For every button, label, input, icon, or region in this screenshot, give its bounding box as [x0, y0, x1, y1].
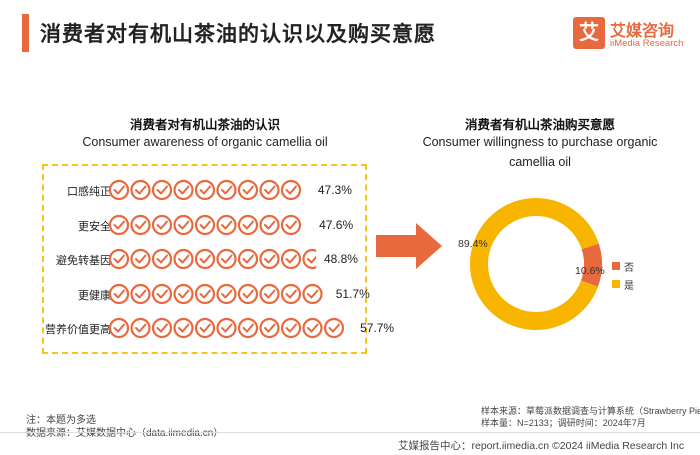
bar-value-label: 47.3%	[317, 183, 352, 197]
bar-category-label: 更安全	[78, 220, 111, 233]
check-circle-icon	[216, 248, 237, 270]
bar-mark	[108, 214, 302, 235]
title-accent-bar	[22, 14, 29, 52]
bar-category-label: 口感纯正	[67, 186, 111, 198]
check-circle-icon	[216, 317, 237, 339]
check-circle-icon	[173, 248, 194, 270]
check-circle-icon	[130, 283, 151, 304]
bar-value-label: 47.6%	[319, 217, 354, 232]
check-circle-icon	[108, 179, 130, 201]
check-circle-icon	[216, 214, 237, 235]
check-circle-icon	[108, 317, 130, 339]
check-circle-icon	[259, 283, 280, 304]
check-circle-icon	[259, 214, 280, 235]
check-circle-icon	[130, 317, 151, 339]
willingness-title-en-1: Consumer willingness to purchase organic	[422, 135, 658, 149]
iimedia-logo: 艾 艾媒咨询 iiMedia Research	[573, 17, 688, 51]
bar-mark	[108, 283, 323, 304]
footer-divider	[0, 432, 700, 433]
data-source: 数据来源：艾媒数据中心（data.iimedia.cn）	[26, 428, 224, 439]
sample-source: 样本来源：草莓派数据调查与计算系统（Strawberry Pie）	[481, 406, 700, 416]
bar-category-label: 避免转基因	[56, 255, 111, 267]
check-circle-icon	[151, 179, 173, 201]
note-multiselect: 注：本题为多选	[26, 415, 96, 426]
check-circle-icon	[151, 214, 173, 235]
donut-slice-yes	[470, 198, 599, 331]
check-circle-icon	[302, 248, 317, 270]
check-circle-icon	[280, 214, 302, 235]
check-circle-icon	[323, 317, 345, 339]
check-circle-icon	[237, 214, 259, 235]
check-circle-icon	[194, 214, 216, 235]
check-circle-icon	[108, 283, 130, 304]
bar-value-label: 51.7%	[335, 286, 370, 301]
check-circle-icon	[194, 317, 216, 339]
bar-mark	[108, 248, 317, 270]
arrow-right-icon	[376, 223, 442, 269]
check-circle-icon	[108, 248, 130, 270]
check-circle-icon	[173, 214, 194, 235]
check-circle-icon	[280, 283, 302, 304]
check-circle-icon	[302, 283, 323, 304]
check-circle-icon	[280, 317, 302, 339]
donut-slice-no	[581, 243, 602, 287]
check-circle-icon	[237, 179, 259, 201]
logo-name-cn: 艾媒咨询	[610, 23, 675, 40]
check-circle-icon	[151, 317, 173, 339]
check-circle-icon	[280, 248, 302, 270]
legend-swatch-no	[612, 262, 620, 270]
legend-label-yes: 是	[624, 281, 634, 292]
check-circle-icon	[280, 179, 302, 201]
legend-swatch-yes	[612, 280, 620, 288]
check-circle-icon	[237, 248, 259, 270]
awareness-title-cn: 消费者对有机山茶油的认识	[129, 118, 280, 132]
footer-credit: 艾媒报告中心：report.iimedia.cn ©2024 iiMedia R…	[398, 440, 685, 452]
page-title: 消费者对有机山茶油的认识以及购买意愿	[40, 23, 436, 46]
willingness-title-cn: 消费者有机山茶油购买意愿	[464, 118, 615, 132]
logo-name-en: iiMedia Research	[610, 38, 684, 49]
check-circle-icon	[194, 283, 216, 304]
check-circle-icon	[173, 179, 194, 201]
awareness-chart-frame	[42, 164, 367, 354]
check-circle-icon	[259, 317, 280, 339]
check-circle-icon	[259, 248, 280, 270]
bar-mark	[108, 179, 302, 201]
legend-label-no: 否	[624, 263, 634, 274]
donut-value-label: 89.4%	[458, 238, 488, 250]
check-circle-icon	[194, 248, 216, 270]
logo-mark: 艾	[573, 17, 605, 49]
bar-category-label: 更健康	[78, 289, 111, 302]
check-circle-icon	[173, 283, 194, 304]
check-circle-icon	[108, 214, 130, 235]
check-circle-icon	[151, 248, 173, 270]
bar-value-label: 57.7%	[360, 321, 395, 335]
check-circle-icon	[194, 179, 216, 201]
donut-value-label: 10.6%	[575, 265, 605, 277]
check-circle-icon	[237, 283, 259, 304]
check-circle-icon	[259, 179, 280, 201]
willingness-title-en-2: camellia oil	[509, 155, 571, 169]
check-circle-icon	[237, 317, 259, 339]
check-circle-icon	[302, 317, 323, 339]
check-circle-icon	[216, 283, 237, 304]
check-circle-icon	[130, 248, 151, 270]
check-circle-icon	[130, 179, 151, 201]
check-circle-icon	[216, 179, 237, 201]
check-circle-icon	[130, 214, 151, 235]
bar-mark	[108, 317, 345, 339]
check-circle-icon	[173, 317, 194, 339]
bar-value-label: 48.8%	[323, 252, 358, 266]
awareness-title-en: Consumer awareness of organic camellia o…	[82, 135, 328, 149]
sample-size: 样本量：N=2133；调研时间：2024年7月	[481, 418, 646, 428]
check-circle-icon	[151, 283, 173, 304]
bar-category-label: 营养价值更高	[45, 324, 111, 336]
